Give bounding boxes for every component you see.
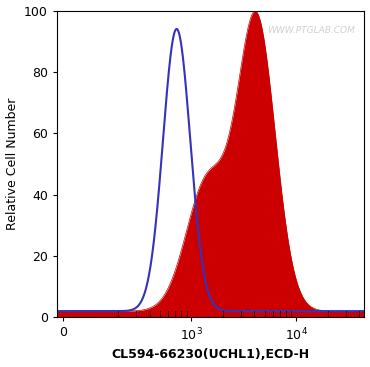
Text: WWW.PTGLAB.COM: WWW.PTGLAB.COM <box>268 26 355 35</box>
X-axis label: CL594-66230(UCHL1),ECD-H: CL594-66230(UCHL1),ECD-H <box>112 348 310 361</box>
Y-axis label: Relative Cell Number: Relative Cell Number <box>6 98 18 230</box>
